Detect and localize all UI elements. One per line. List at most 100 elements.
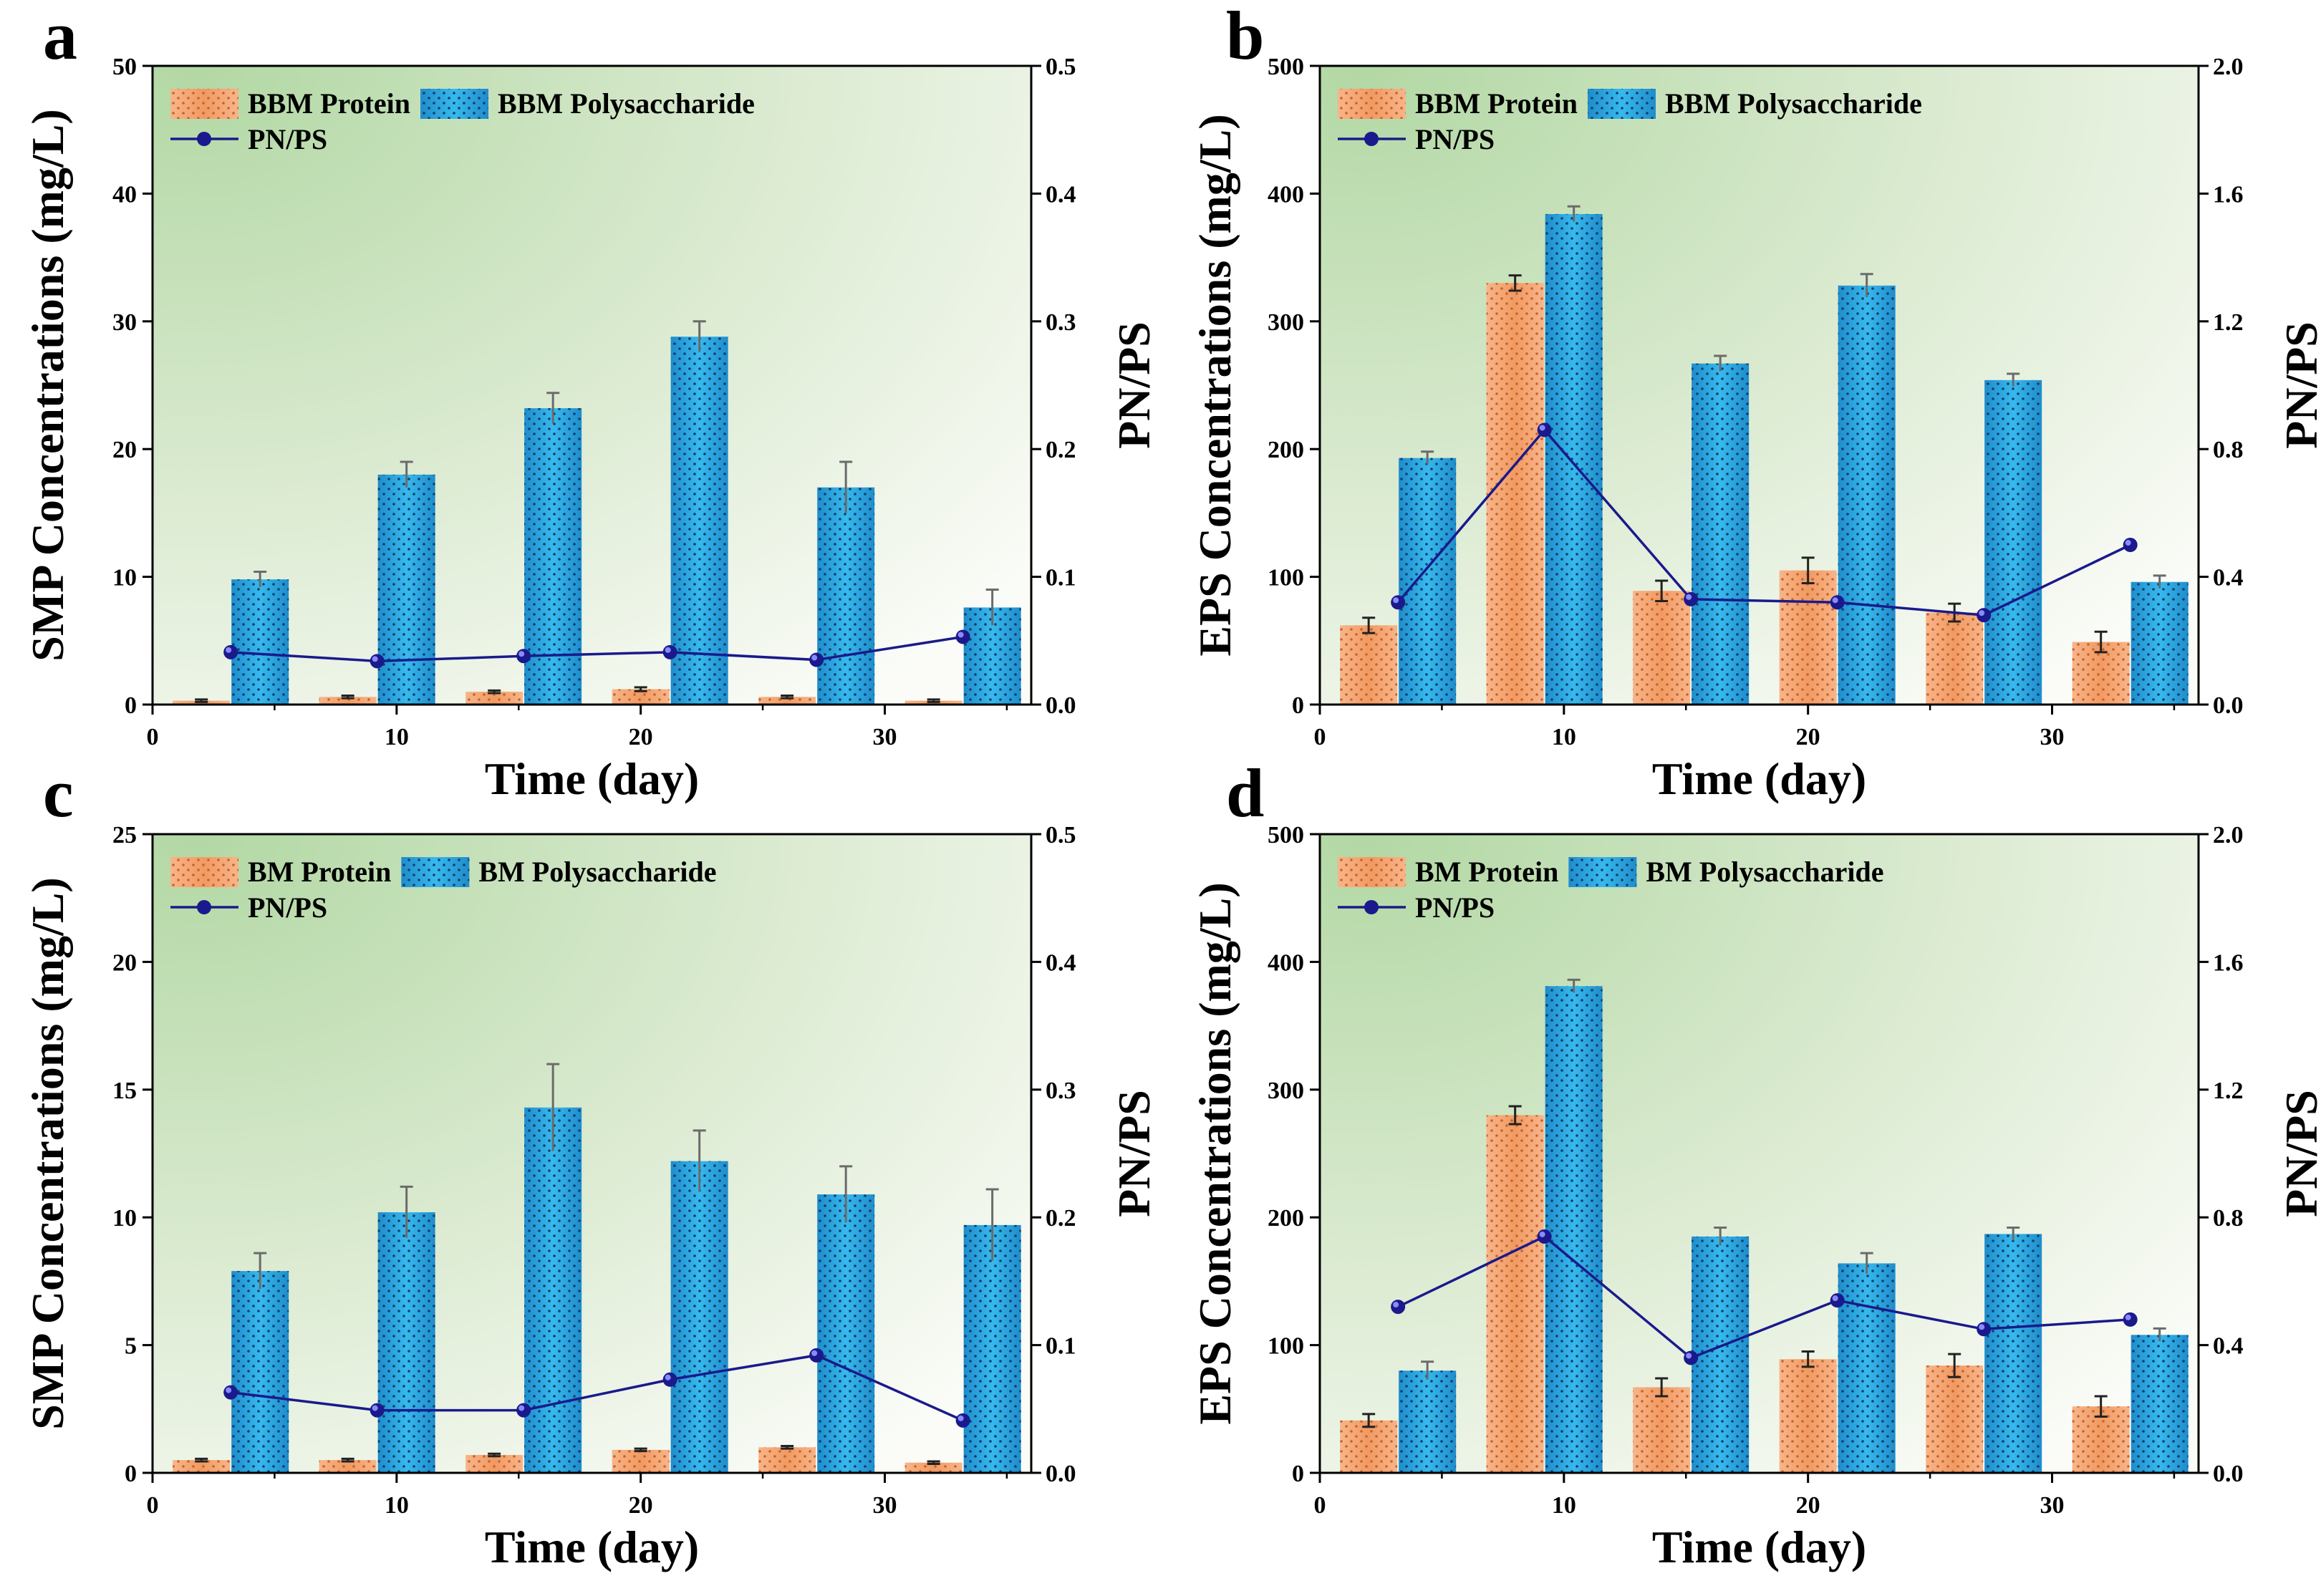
pnps-point-highlight xyxy=(1686,1353,1692,1359)
pnps-point xyxy=(955,629,970,644)
bar-polysaccharide-dots xyxy=(1984,1234,2042,1473)
pnps-line xyxy=(1396,427,2131,616)
bar-protein-dots xyxy=(1340,1420,1398,1473)
pnps-point-highlight xyxy=(957,1415,964,1421)
x-tick-label: 10 xyxy=(385,724,409,750)
legend: BBM Protein BBM Polysaccharide PN/PS xyxy=(170,87,755,155)
bar-polysaccharide-dots xyxy=(2131,581,2189,705)
legend-label-protein: BBM Protein xyxy=(1415,87,1578,120)
pnps-point xyxy=(1830,595,1845,610)
pnps-point xyxy=(516,1403,531,1418)
pnps-point xyxy=(809,652,824,667)
y-tick-label: 500 xyxy=(1268,54,1304,80)
bar-polysaccharide-dots xyxy=(524,408,582,705)
pnps-point-highlight xyxy=(226,647,232,653)
x-axis-title: Time (day) xyxy=(1652,753,1866,804)
panel-letter: c xyxy=(43,755,74,831)
bar-polysaccharide-dots xyxy=(231,579,289,705)
y2-tick-label: 2.0 xyxy=(2213,54,2244,80)
bar-polysaccharide-dots xyxy=(1692,363,1750,705)
legend: BBM Protein BBM Polysaccharide PN/PS xyxy=(1338,87,1922,155)
pnps-point xyxy=(223,644,238,659)
pnps-point-highlight xyxy=(1539,1231,1545,1237)
y-tick-label: 20 xyxy=(112,437,137,463)
y-tick-label: 200 xyxy=(1268,437,1304,463)
bar-polysaccharide-dots xyxy=(1399,1370,1457,1473)
bar-protein-dots xyxy=(1926,612,1984,705)
legend-label-polysaccharide: BBM Polysaccharide xyxy=(498,87,755,120)
y-tick-label: 500 xyxy=(1268,822,1304,848)
legend-label-protein: BM Protein xyxy=(248,856,391,888)
bar-polysaccharide-dots xyxy=(963,1224,1021,1473)
x-tick-label: 10 xyxy=(1552,1492,1576,1519)
pnps-point-highlight xyxy=(1393,1302,1399,1308)
bar-polysaccharide-dots xyxy=(1838,1263,1896,1473)
x-tick-label: 10 xyxy=(385,1492,409,1519)
pnps-point xyxy=(223,1385,238,1400)
legend-label-pnps: PN/PS xyxy=(1415,123,1495,155)
panel-letter: b xyxy=(1226,0,1264,74)
pnps-point-highlight xyxy=(1393,597,1399,604)
legend-marker-pnps xyxy=(197,132,211,146)
legend-label-polysaccharide: BBM Polysaccharide xyxy=(1665,87,1922,120)
y-tick-label: 0 xyxy=(1292,692,1304,719)
bar-polysaccharide-dots xyxy=(1545,986,1603,1473)
legend: BM Protein BM Polysaccharide PN/PS xyxy=(170,856,717,924)
bar-polysaccharide-dots xyxy=(1545,213,1603,705)
pnps-point-highlight xyxy=(1979,1324,1985,1330)
bar-protein-dots xyxy=(1779,1359,1837,1473)
y2-axis-title: PN/PS xyxy=(1109,1090,1159,1217)
pnps-point-highlight xyxy=(957,632,964,638)
y-tick-label: 100 xyxy=(1268,565,1304,591)
pnps-point-highlight xyxy=(665,1374,671,1380)
y-tick-label: 100 xyxy=(1268,1333,1304,1360)
chart-panel-a: a 0 10 20 30 0 10 20 30 40 50 0.0 0.1 0.2 0.3 0.4 0.5 Tim… xyxy=(22,0,1159,804)
y-tick-label: 300 xyxy=(1268,1078,1304,1104)
legend-swatch-protein-dots xyxy=(1338,89,1406,119)
bar-polysaccharide-dots xyxy=(1399,458,1457,705)
pnps-point xyxy=(1830,1293,1845,1308)
x-tick-label: 0 xyxy=(1314,1492,1326,1519)
bar-polysaccharide-dots xyxy=(377,474,435,705)
panel-letter: d xyxy=(1226,755,1264,831)
y-tick-label: 0 xyxy=(125,1461,137,1487)
pnps-point-highlight xyxy=(2125,1314,2131,1320)
legend-label-pnps: PN/PS xyxy=(1415,891,1495,924)
pnps-point xyxy=(662,1372,677,1387)
y2-tick-label: 1.6 xyxy=(2213,949,2244,976)
legend-label-polysaccharide: BM Polysaccharide xyxy=(1646,856,1883,888)
x-tick-label: 20 xyxy=(1796,724,1820,750)
y-tick-label: 20 xyxy=(112,949,137,976)
legend-label-protein: BBM Protein xyxy=(248,87,410,120)
y2-tick-label: 0.2 xyxy=(1046,437,1076,463)
pnps-point-highlight xyxy=(2125,540,2131,546)
bar-protein-dots xyxy=(904,1462,962,1473)
y2-tick-label: 0.4 xyxy=(2213,1333,2244,1360)
x-tick-label: 30 xyxy=(873,724,897,750)
y2-tick-label: 0.4 xyxy=(1046,949,1076,976)
y2-tick-label: 0.8 xyxy=(2213,1205,2244,1232)
y2-tick-label: 2.0 xyxy=(2213,822,2244,848)
pnps-point xyxy=(2123,538,2138,552)
plot-frame xyxy=(151,833,1033,1474)
y-tick-label: 400 xyxy=(1268,181,1304,208)
pnps-point xyxy=(1391,1300,1406,1315)
chart-panel-c: c 0 10 20 30 0 5 10 15 20 25 0.0 0.1 0.2 0.3 0.4 0.5 Time… xyxy=(22,755,1159,1572)
legend-swatch-protein-dots xyxy=(170,857,238,887)
y-axis-title: SMP Concentrations (mg/L) xyxy=(22,109,73,662)
y2-tick-label: 1.2 xyxy=(2213,309,2244,336)
legend-label-pnps: PN/PS xyxy=(248,891,327,924)
x-tick-label: 30 xyxy=(2040,724,2065,750)
pnps-point-highlight xyxy=(665,647,671,653)
legend-swatch-polysaccharide-dots xyxy=(1588,89,1656,119)
x-tick-label: 30 xyxy=(873,1492,897,1519)
y2-tick-label: 0.4 xyxy=(2213,565,2244,591)
y2-tick-label: 0.4 xyxy=(1046,181,1076,208)
pnps-point xyxy=(2123,1312,2138,1327)
legend-marker-pnps xyxy=(1364,132,1379,146)
pnps-line xyxy=(230,1354,964,1422)
pnps-point-highlight xyxy=(226,1387,232,1393)
plot-background xyxy=(1320,834,2199,1473)
bar-polysaccharide-dots xyxy=(670,1161,728,1473)
